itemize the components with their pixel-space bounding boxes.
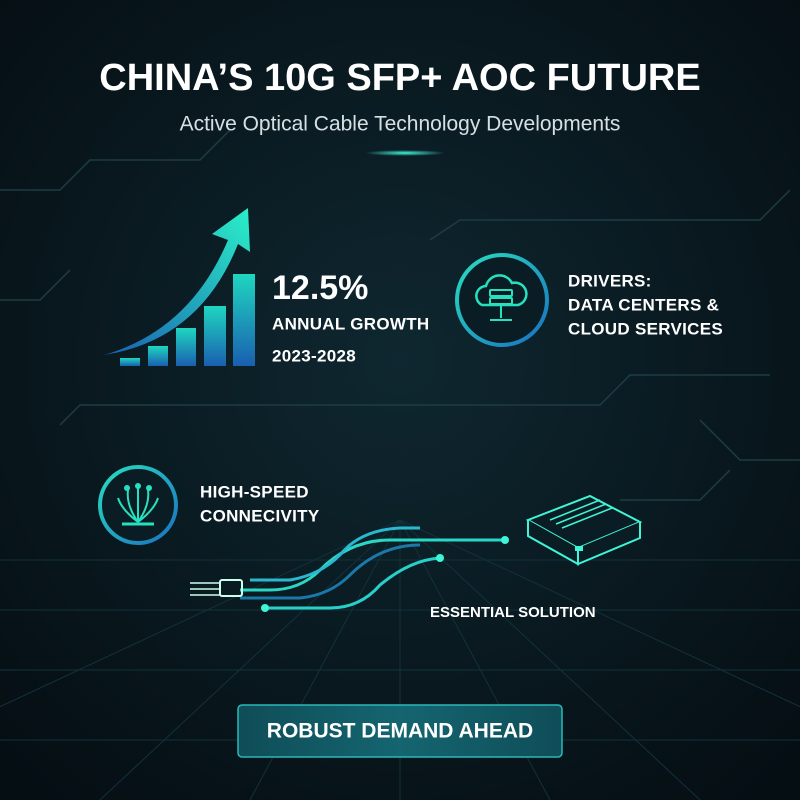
growth-icon-part (233, 274, 255, 366)
growth-icon-part (120, 358, 140, 366)
cloud-icon-part (455, 253, 549, 347)
cables-part (501, 536, 509, 544)
drivers-line: CLOUD SERVICES (568, 319, 723, 338)
growth-icon-part (148, 346, 168, 366)
cables (190, 526, 509, 612)
growth-icon-part (204, 306, 226, 366)
perspective-grid-part (99, 519, 401, 800)
title: CHINA’S 10G SFP+ AOC FUTURE (99, 57, 700, 99)
switch-device-part (549, 499, 613, 529)
growth-icon-part (104, 208, 250, 355)
connectivity-line: CONNECIVITY (200, 506, 320, 525)
connectivity-line: HIGH-SPEED (200, 482, 309, 501)
cta-background[interactable] (237, 704, 563, 758)
circuit-lines-part (59, 374, 770, 426)
perspective-grid-part (0, 519, 401, 708)
title-glow (365, 150, 445, 156)
cta-button[interactable]: ROBUST DEMAND AHEAD (237, 704, 563, 758)
circuit-lines-part (620, 469, 731, 501)
switch-device (525, 494, 643, 566)
growth-period: 2023-2028 (272, 346, 356, 365)
fiber-icon-part (124, 485, 130, 491)
cables-part (265, 556, 441, 610)
cta-label[interactable]: ROBUST DEMAND AHEAD (267, 720, 533, 743)
circuit-lines (0, 129, 800, 501)
cables-part (261, 604, 269, 612)
drivers-line: DATA CENTERS & (568, 295, 719, 314)
switch-device-part (577, 522, 641, 566)
cloud-icon-part (475, 274, 528, 307)
growth-icon-part (176, 328, 196, 366)
cloud-icon-part (489, 297, 513, 305)
circuit-lines-part (699, 419, 800, 461)
cloud-icon (455, 253, 549, 347)
circuit-lines-part (429, 189, 791, 241)
fiber-icon-part (135, 483, 141, 489)
growth-label: ANNUAL GROWTH (272, 314, 430, 333)
fiber-icon-part (117, 488, 159, 523)
cables-part (190, 582, 220, 596)
subtitle: Active Optical Cable Technology Developm… (180, 113, 621, 136)
drivers-line: DRIVERS: (568, 271, 652, 290)
cables-part (240, 543, 421, 600)
switch-device-part (575, 546, 583, 551)
solution-label: ESSENTIAL SOLUTION (430, 604, 596, 621)
fiber-icon (98, 465, 178, 545)
cables-part (250, 526, 420, 582)
circuit-lines-part (0, 269, 71, 301)
growth-value: 12.5% (272, 269, 368, 307)
growth-icon (104, 208, 255, 366)
circuit-lines-part (0, 129, 231, 191)
cables-part (436, 554, 444, 562)
perspective-grid-part (399, 519, 800, 708)
cables-part (219, 579, 243, 597)
perspective-grid-part (399, 519, 701, 800)
fiber-icon-part (146, 485, 152, 491)
cloud-icon-part (489, 289, 513, 297)
